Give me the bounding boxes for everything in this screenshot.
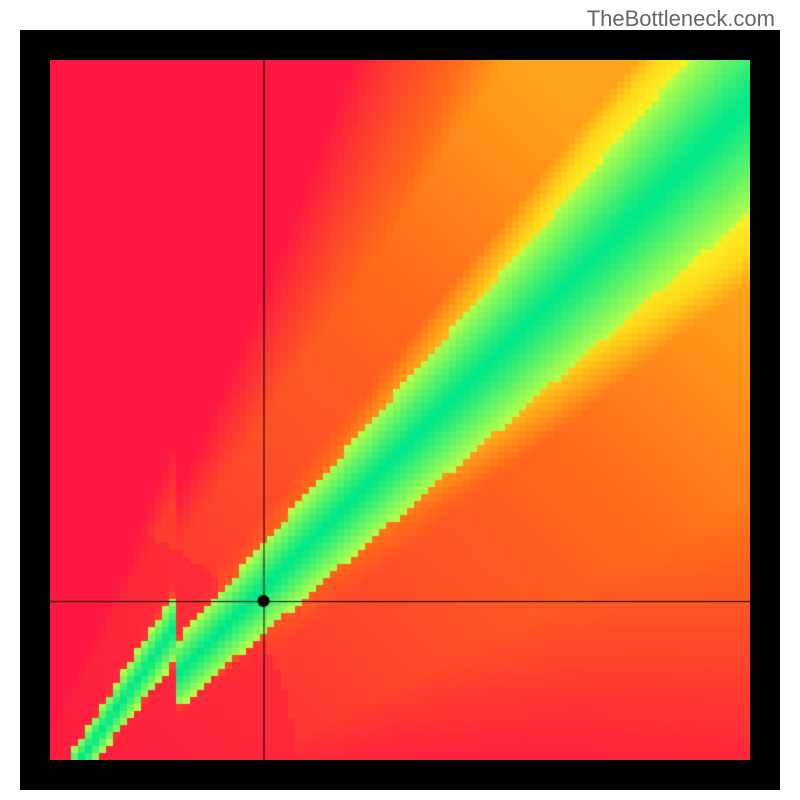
watermark-text: TheBottleneck.com [587,6,775,32]
crosshair-overlay [50,60,750,760]
chart-frame [20,30,780,790]
